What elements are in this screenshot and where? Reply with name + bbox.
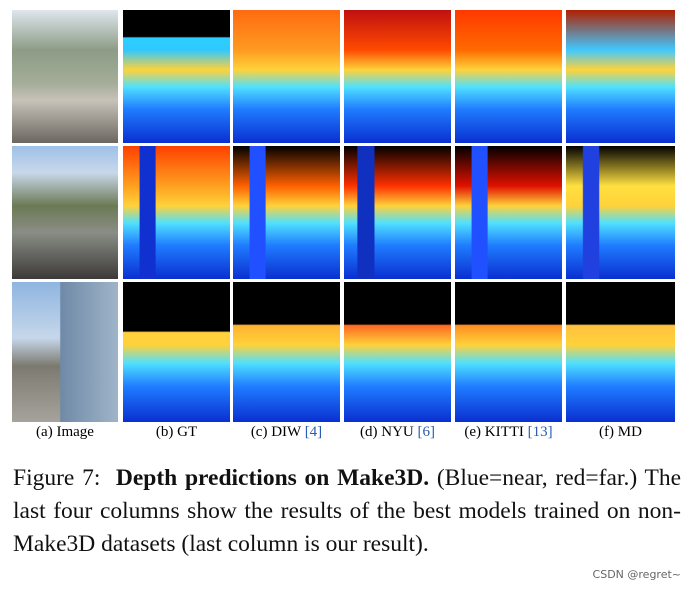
label-text: (b) GT bbox=[155, 424, 198, 440]
citation[interactable]: [13] bbox=[527, 424, 553, 440]
caption-title: Depth predictions on Make3D. bbox=[115, 465, 430, 491]
label-text: (a) Image bbox=[36, 424, 94, 440]
depth-map bbox=[233, 282, 340, 422]
label-text: (c) DIW bbox=[250, 424, 301, 440]
label-text: (d) NYU bbox=[360, 424, 414, 440]
depth-map bbox=[455, 146, 562, 279]
label-text: (f) MD bbox=[599, 424, 642, 440]
photo bbox=[12, 282, 118, 422]
depth-map bbox=[123, 10, 230, 143]
citation[interactable]: [4] bbox=[304, 424, 323, 440]
caption: Figure 7: Depth predictions on Make3D. (… bbox=[13, 462, 681, 561]
citation[interactable]: [6] bbox=[417, 424, 436, 440]
column-label: (a) Image bbox=[2, 424, 128, 441]
label-text: (e) KITTI bbox=[464, 424, 524, 440]
depth-map bbox=[233, 10, 340, 143]
column-label: (b) GT bbox=[113, 424, 240, 441]
caption-text: (Blue=near, red=far.) The last four colu… bbox=[13, 465, 681, 557]
column-label: (f) MD bbox=[556, 424, 685, 441]
photo bbox=[12, 10, 118, 143]
depth-map bbox=[566, 146, 675, 279]
column-label: (c) DIW [4] bbox=[223, 424, 350, 441]
depth-map bbox=[344, 146, 451, 279]
depth-map bbox=[455, 282, 562, 422]
depth-map bbox=[344, 10, 451, 143]
depth-map bbox=[123, 282, 230, 422]
depth-map bbox=[344, 282, 451, 422]
column-label: (d) NYU [6] bbox=[334, 424, 461, 441]
depth-map bbox=[455, 10, 562, 143]
depth-map bbox=[566, 10, 675, 143]
depth-map bbox=[566, 282, 675, 422]
depth-map bbox=[123, 146, 230, 279]
photo bbox=[12, 146, 118, 279]
column-label: (e) KITTI [13] bbox=[445, 424, 572, 441]
caption-number: Figure 7: bbox=[13, 465, 101, 491]
depth-map bbox=[233, 146, 340, 279]
watermark: CSDN @regret~ bbox=[592, 568, 681, 581]
